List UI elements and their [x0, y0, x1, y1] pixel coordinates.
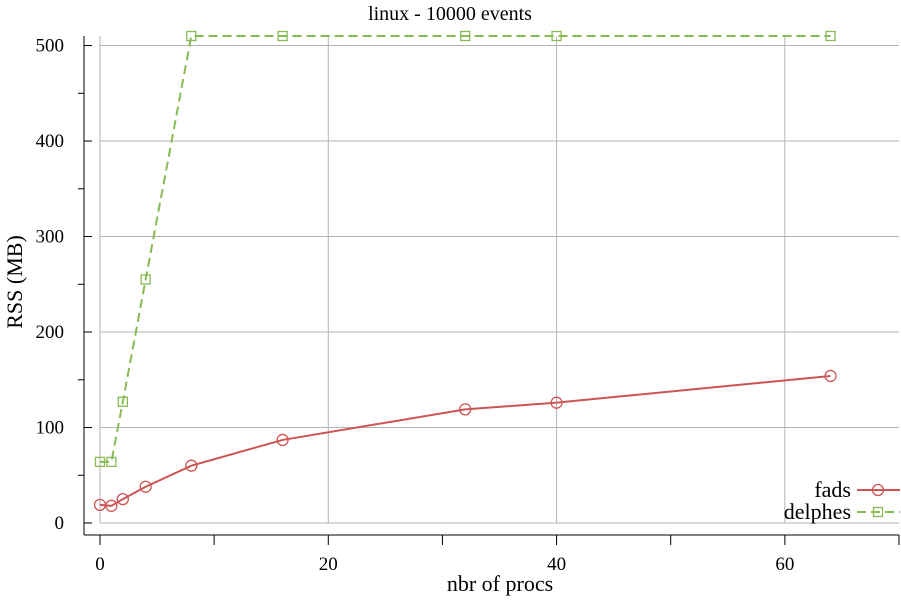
data-point-fads — [459, 403, 472, 416]
series-line-delphes — [100, 35, 831, 463]
x-tick-label: 60 — [775, 554, 794, 575]
y-tick-label: 200 — [36, 322, 65, 343]
tick-labels: 0 100 200 300 400 500 0 20 40 60 — [36, 36, 795, 575]
data-point-fads — [185, 459, 198, 472]
y-tick-label: 400 — [36, 131, 65, 152]
series-delphes — [94, 30, 836, 468]
data-point-delphes — [140, 274, 151, 285]
y-axis-label: RSS (MB) — [2, 235, 27, 329]
data-point-fads — [116, 492, 129, 506]
y-tick-label: 0 — [55, 513, 65, 534]
data-point-delphes — [94, 456, 106, 468]
data-point-delphes — [117, 396, 128, 407]
data-point-fads — [276, 433, 289, 447]
legend-label-fads: fads — [814, 477, 851, 502]
data-point-delphes — [186, 30, 197, 42]
x-tick-label: 40 — [547, 554, 566, 575]
data-point-fads — [550, 396, 563, 409]
y-tick-label: 500 — [36, 36, 65, 57]
data-point-delphes — [106, 456, 117, 468]
data-point-delphes — [277, 30, 288, 42]
grid-layer — [99, 36, 899, 524]
data-point-fads — [824, 369, 837, 383]
axes-layer — [78, 36, 900, 545]
data-point-delphes — [551, 30, 562, 42]
data-point-delphes — [825, 30, 836, 42]
y-tick-label: 300 — [36, 227, 65, 248]
y-tick-label: 100 — [36, 418, 65, 439]
x-tick-label: 20 — [319, 554, 338, 575]
series-line-fads — [99, 374, 831, 507]
data-point-fads — [105, 499, 118, 512]
chart-title: linux - 10000 events — [368, 3, 532, 25]
legend-marker-delphes — [872, 506, 884, 518]
series-layer — [93, 30, 837, 512]
x-axis-label: nbr of procs — [447, 571, 553, 596]
x-tick-label: 0 — [95, 554, 105, 575]
series-fads — [93, 369, 837, 512]
data-point-delphes — [460, 30, 471, 42]
legend-label-delphes: delphes — [784, 499, 851, 524]
data-point-fads — [139, 480, 152, 493]
legend-marker-fads — [871, 483, 885, 497]
